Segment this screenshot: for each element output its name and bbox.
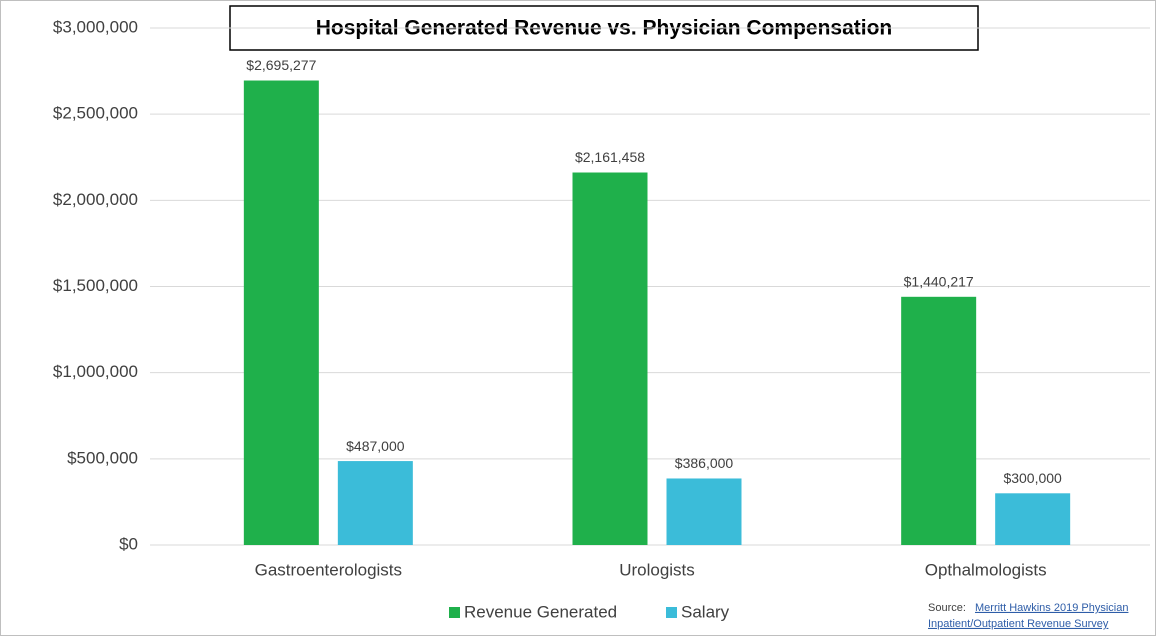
x-tick-label: Opthalmologists	[925, 560, 1047, 579]
data-label: $386,000	[675, 455, 734, 471]
data-label: $1,440,217	[904, 274, 974, 290]
data-label: $2,161,458	[575, 149, 645, 165]
data-label: $300,000	[1003, 470, 1062, 486]
data-label: $487,000	[346, 438, 405, 454]
bar	[337, 461, 413, 545]
y-tick-label: $1,500,000	[53, 276, 138, 295]
y-tick-label: $500,000	[67, 448, 138, 467]
bar	[995, 493, 1071, 545]
y-tick-label: $1,000,000	[53, 362, 138, 381]
bar	[666, 478, 742, 545]
y-tick-label: $3,000,000	[53, 17, 138, 36]
bar	[901, 296, 977, 545]
legend-swatch	[449, 607, 460, 618]
x-tick-label: Gastroenterologists	[255, 560, 402, 579]
source-link: Merritt Hawkins 2019 Physician	[975, 602, 1128, 614]
y-tick-label: $2,000,000	[53, 190, 138, 209]
y-tick-label: $0	[119, 534, 138, 553]
legend-swatch	[666, 607, 677, 618]
data-label: $2,695,277	[246, 57, 316, 73]
x-tick-label: Urologists	[619, 560, 695, 579]
legend-label: Revenue Generated	[464, 602, 617, 621]
source-label: Source:	[928, 602, 966, 614]
bar	[572, 172, 648, 546]
source-link: Inpatient/Outpatient Revenue Survey	[928, 618, 1109, 630]
y-tick-label: $2,500,000	[53, 104, 138, 123]
bar	[243, 80, 319, 546]
legend-label: Salary	[681, 602, 730, 621]
